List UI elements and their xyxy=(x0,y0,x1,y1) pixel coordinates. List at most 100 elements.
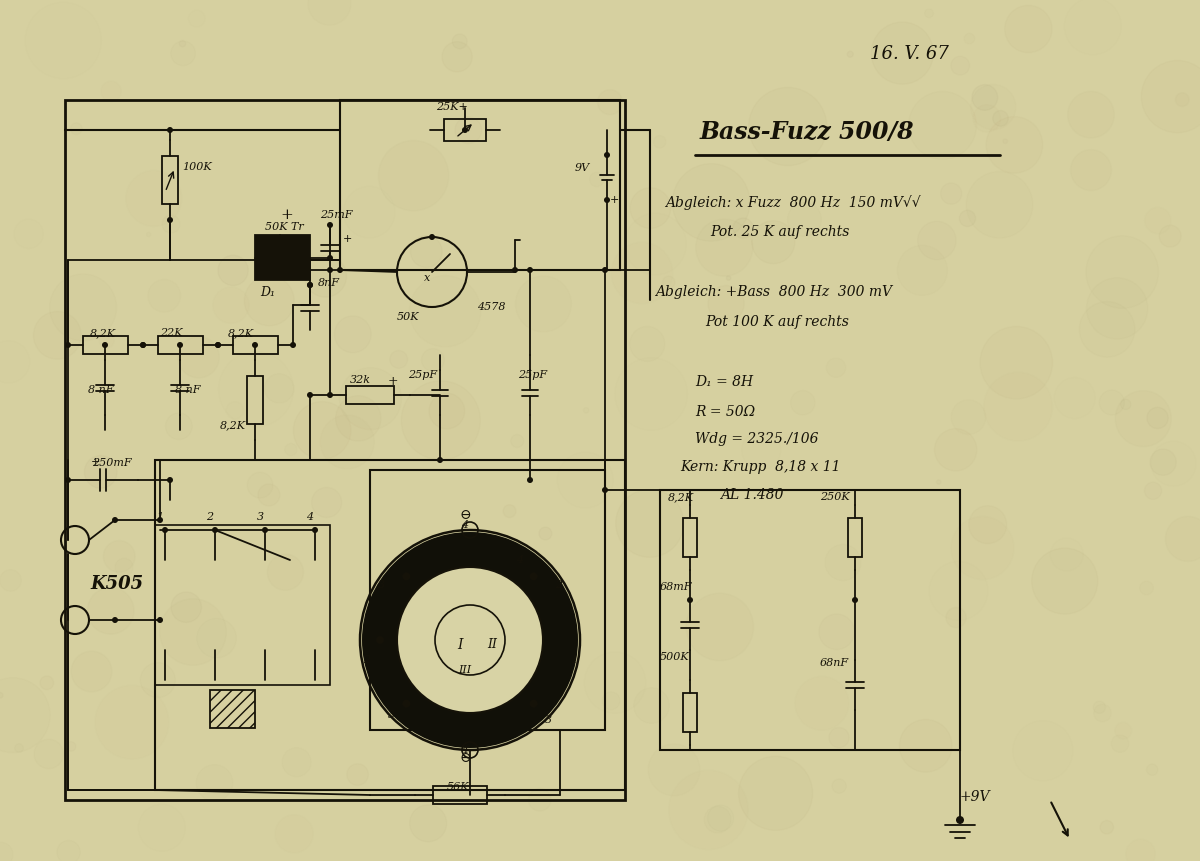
Text: 4: 4 xyxy=(516,555,523,565)
Circle shape xyxy=(462,127,468,133)
Text: 8,2K: 8,2K xyxy=(228,328,254,338)
Bar xyxy=(65,100,625,800)
Bar xyxy=(162,156,178,204)
Circle shape xyxy=(167,127,173,133)
Text: +: + xyxy=(610,195,619,205)
Circle shape xyxy=(65,342,71,348)
Text: R = 50Ω: R = 50Ω xyxy=(695,405,755,419)
Text: 3: 3 xyxy=(378,580,385,590)
Circle shape xyxy=(604,152,610,158)
Text: III: III xyxy=(458,665,472,675)
Bar xyxy=(660,490,960,750)
Text: +9V: +9V xyxy=(960,790,990,804)
Text: 2: 2 xyxy=(206,512,214,522)
Circle shape xyxy=(604,197,610,203)
Bar xyxy=(433,786,487,804)
Text: AL 1.480: AL 1.480 xyxy=(720,488,784,502)
Text: 2: 2 xyxy=(554,580,562,590)
Text: 25mF: 25mF xyxy=(320,210,353,220)
Text: +: + xyxy=(280,208,293,222)
Circle shape xyxy=(852,597,858,603)
Text: 22K: 22K xyxy=(160,328,182,338)
Circle shape xyxy=(290,342,296,348)
Bar xyxy=(256,235,310,280)
Circle shape xyxy=(326,392,334,398)
Text: 3: 3 xyxy=(388,710,395,720)
Circle shape xyxy=(529,573,538,580)
Circle shape xyxy=(402,573,410,580)
Text: 8 nF: 8 nF xyxy=(88,385,114,395)
Text: 25pF: 25pF xyxy=(518,370,547,380)
Circle shape xyxy=(430,234,436,240)
Text: Bass-Fuzz 500/8: Bass-Fuzz 500/8 xyxy=(700,120,914,144)
Text: 32k: 32k xyxy=(350,375,371,385)
Text: 68mF: 68mF xyxy=(660,582,692,592)
Circle shape xyxy=(437,457,443,463)
Circle shape xyxy=(112,517,118,523)
Bar xyxy=(370,470,605,730)
Bar xyxy=(444,119,486,141)
Bar xyxy=(155,460,625,790)
Circle shape xyxy=(277,255,283,261)
Text: 250K: 250K xyxy=(820,492,850,502)
Bar xyxy=(848,518,862,557)
Circle shape xyxy=(102,342,108,348)
Bar xyxy=(83,336,128,354)
Text: 68nF: 68nF xyxy=(820,658,850,668)
Circle shape xyxy=(512,267,518,273)
Bar xyxy=(683,693,697,732)
Circle shape xyxy=(529,700,538,708)
Text: 4: 4 xyxy=(462,520,468,530)
Text: +: + xyxy=(388,375,398,388)
Text: 8,2K: 8,2K xyxy=(90,328,116,338)
Text: 8nF: 8nF xyxy=(318,278,340,288)
Circle shape xyxy=(252,342,258,348)
Text: 8,2K: 8,2K xyxy=(220,420,246,430)
Bar xyxy=(210,690,256,728)
Bar xyxy=(233,336,278,354)
Text: D₁ = 8H: D₁ = 8H xyxy=(695,375,754,389)
Bar xyxy=(683,518,697,557)
Wedge shape xyxy=(362,532,578,748)
Circle shape xyxy=(157,617,163,623)
Text: ⊖: ⊖ xyxy=(460,751,470,765)
Text: +: + xyxy=(90,457,100,467)
Circle shape xyxy=(65,477,71,483)
Circle shape xyxy=(956,816,964,824)
Circle shape xyxy=(337,267,343,273)
Text: D₁: D₁ xyxy=(260,286,275,299)
Circle shape xyxy=(326,222,334,228)
Text: 3: 3 xyxy=(257,512,264,522)
Bar xyxy=(155,525,330,685)
Text: I: I xyxy=(457,638,463,652)
Text: 1: 1 xyxy=(570,655,577,665)
Text: Pot. 25 K auf rechts: Pot. 25 K auf rechts xyxy=(710,225,850,239)
Text: Abgleich: x Fuzz  800 Hz  150 mV√√: Abgleich: x Fuzz 800 Hz 150 mV√√ xyxy=(665,195,920,210)
Text: 100K: 100K xyxy=(182,162,211,172)
Text: x: x xyxy=(424,273,430,283)
Circle shape xyxy=(262,527,268,533)
Circle shape xyxy=(527,267,533,273)
Text: 3: 3 xyxy=(545,715,552,725)
Text: 500K: 500K xyxy=(660,652,690,662)
Text: 4578: 4578 xyxy=(478,302,505,312)
Text: 25pF: 25pF xyxy=(408,370,437,380)
Circle shape xyxy=(215,342,221,348)
Text: Pot 100 K auf rechts: Pot 100 K auf rechts xyxy=(706,315,848,329)
Circle shape xyxy=(402,700,410,708)
Text: 8,2K: 8,2K xyxy=(668,492,694,502)
Circle shape xyxy=(527,477,533,483)
Circle shape xyxy=(307,392,313,398)
Circle shape xyxy=(112,617,118,623)
Circle shape xyxy=(326,255,334,261)
Text: 50K Tr: 50K Tr xyxy=(265,222,304,232)
Circle shape xyxy=(140,342,146,348)
Bar xyxy=(247,376,263,424)
Text: +: + xyxy=(343,234,353,245)
Text: ⊖: ⊖ xyxy=(460,508,470,522)
Text: 16. V. 67: 16. V. 67 xyxy=(870,45,949,63)
Text: 50K: 50K xyxy=(397,312,420,322)
Text: 25K+: 25K+ xyxy=(436,102,468,112)
Text: Wdg = 2325./106: Wdg = 2325./106 xyxy=(695,432,818,446)
Circle shape xyxy=(376,636,384,644)
